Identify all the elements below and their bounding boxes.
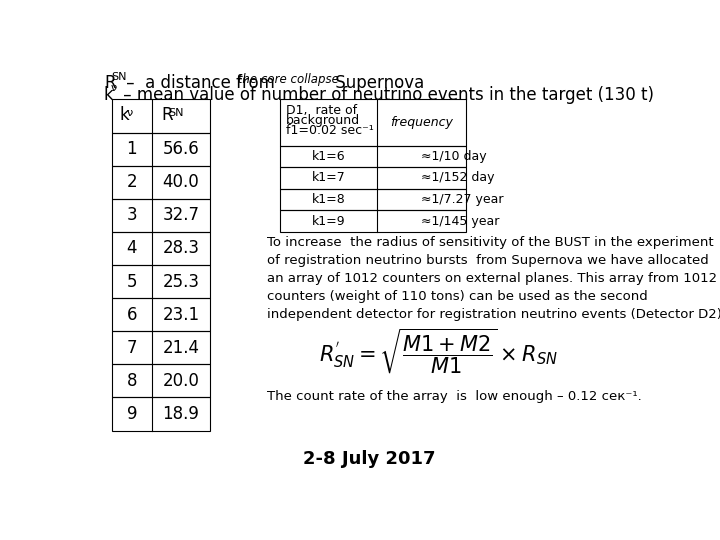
Text: 8: 8	[127, 372, 137, 390]
Bar	[112, 166, 210, 199]
Text: 25.3: 25.3	[163, 273, 199, 291]
Bar	[112, 397, 210, 430]
Text: frequency: frequency	[390, 116, 453, 129]
Text: 2-8 July 2017: 2-8 July 2017	[302, 450, 436, 468]
Text: 40.0: 40.0	[163, 173, 199, 191]
Text: R: R	[161, 106, 173, 124]
Text: Supernova: Supernova	[330, 74, 425, 92]
Text: k1=9: k1=9	[312, 214, 345, 228]
Text: To increase  the radius of sensitivity of the BUST in the experiment
of registra: To increase the radius of sensitivity of…	[266, 236, 720, 321]
Text: f1=0.02 sec⁻¹: f1=0.02 sec⁻¹	[286, 124, 374, 137]
Text: R: R	[104, 74, 116, 92]
Bar	[280, 189, 466, 211]
Text: 3: 3	[127, 206, 138, 224]
Text: 20.0: 20.0	[163, 372, 199, 390]
Bar	[112, 232, 210, 265]
Text: 23.1: 23.1	[163, 306, 199, 323]
Bar	[112, 331, 210, 364]
Text: 5: 5	[127, 273, 137, 291]
Text: background: background	[286, 114, 360, 127]
Text: SN: SN	[168, 108, 184, 118]
Bar	[280, 210, 466, 232]
Text: 1: 1	[127, 140, 138, 158]
Text: k1=6: k1=6	[312, 150, 345, 163]
Bar	[280, 146, 466, 167]
Text: D1,  rate of: D1, rate of	[286, 104, 357, 117]
Bar	[112, 298, 210, 331]
Text: –  a distance from: – a distance from	[121, 74, 275, 92]
Text: ν: ν	[127, 108, 132, 118]
Bar	[112, 99, 210, 132]
Text: 2: 2	[127, 173, 138, 191]
Text: k1=8: k1=8	[312, 193, 345, 206]
Text: 56.6: 56.6	[163, 140, 199, 158]
Bar	[280, 167, 466, 189]
Text: k: k	[104, 85, 114, 104]
Text: $R_{SN}^{'} = \sqrt{\dfrac{M1+M2}{M1}} \times R_{SN}$: $R_{SN}^{'} = \sqrt{\dfrac{M1+M2}{M1}} \…	[319, 327, 557, 376]
Text: 7: 7	[127, 339, 137, 357]
Text: k1=7: k1=7	[312, 172, 345, 185]
Text: SN: SN	[111, 72, 127, 82]
Bar	[112, 132, 210, 166]
Bar	[112, 199, 210, 232]
Text: k: k	[120, 106, 129, 124]
Text: ≈1/10 day: ≈1/10 day	[421, 150, 487, 163]
Text: The count rate of the array  is  low enough – 0.12 сек⁻¹.: The count rate of the array is low enoug…	[266, 390, 642, 403]
Text: ≈1/152 day: ≈1/152 day	[421, 172, 495, 185]
Text: the core collapse: the core collapse	[234, 72, 339, 85]
Text: 21.4: 21.4	[163, 339, 199, 357]
Bar	[280, 99, 466, 146]
Bar	[112, 364, 210, 397]
Text: 6: 6	[127, 306, 137, 323]
Text: 28.3: 28.3	[163, 239, 199, 258]
Text: ν: ν	[111, 83, 117, 93]
Text: ≈1/7.27 year: ≈1/7.27 year	[421, 193, 504, 206]
Text: 4: 4	[127, 239, 137, 258]
Text: – mean value of number of neutrino events in the target (130 t): – mean value of number of neutrino event…	[118, 85, 654, 104]
Bar	[112, 265, 210, 298]
Text: ≈1/145 year: ≈1/145 year	[421, 214, 500, 228]
Text: 18.9: 18.9	[163, 405, 199, 423]
Text: 9: 9	[127, 405, 137, 423]
Text: 32.7: 32.7	[163, 206, 199, 224]
